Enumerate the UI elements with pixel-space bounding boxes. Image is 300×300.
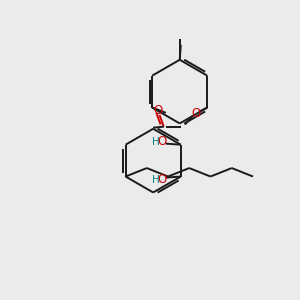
- Text: O: O: [158, 135, 167, 148]
- Text: H: H: [152, 175, 160, 185]
- Text: O: O: [158, 173, 167, 186]
- Text: H: H: [152, 136, 160, 146]
- Text: O: O: [154, 104, 163, 117]
- Text: O: O: [191, 107, 200, 120]
